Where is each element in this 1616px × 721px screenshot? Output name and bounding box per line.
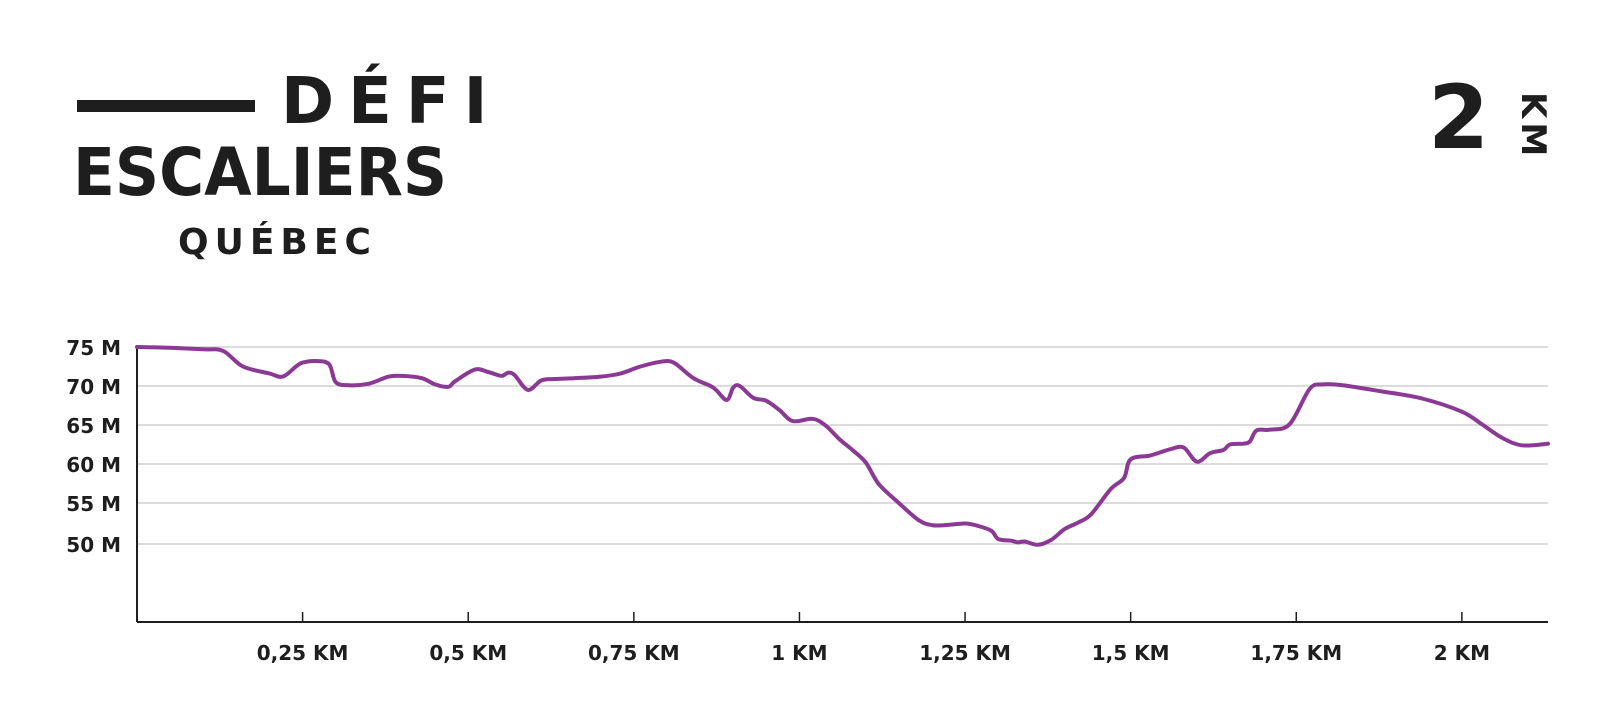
x-tick-label: 0,25 KM xyxy=(257,641,349,665)
logo-dash xyxy=(77,100,255,112)
logo-title-escaliers: ESCALIERS xyxy=(73,134,448,211)
y-tick-label: 75 M xyxy=(66,336,121,360)
x-tick-label: 0,5 KM xyxy=(429,641,507,665)
logo-title-defi: DÉFI xyxy=(281,65,502,139)
y-tick-label: 55 M xyxy=(66,492,121,516)
elevation-line xyxy=(135,345,1550,547)
x-tick-label: 1 KM xyxy=(771,641,827,665)
y-tick-label: 60 M xyxy=(66,453,121,477)
x-tick-label: 2 KM xyxy=(1434,641,1490,665)
x-tick-label: 1,75 KM xyxy=(1250,641,1342,665)
y-tick-label: 50 M xyxy=(66,533,121,557)
logo-title-quebec: QUÉBEC xyxy=(178,222,377,263)
y-tick-label: 65 M xyxy=(66,414,121,438)
y-tick-label: 70 M xyxy=(66,375,121,399)
distance-value: 2 xyxy=(1428,66,1490,169)
x-tick-label: 1,5 KM xyxy=(1092,641,1170,665)
x-tick-label: 0,75 KM xyxy=(588,641,680,665)
x-tick-label: 1,25 KM xyxy=(919,641,1011,665)
